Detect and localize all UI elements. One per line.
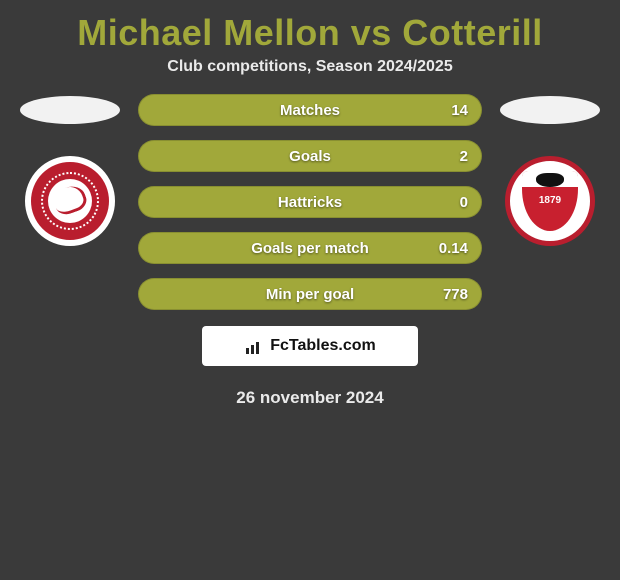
stat-value-right: 2 xyxy=(460,148,468,165)
stat-label: Hattricks xyxy=(278,194,342,211)
date-text: 26 november 2024 xyxy=(0,388,620,408)
stat-label: Goals xyxy=(289,148,331,165)
left-avatar-placeholder xyxy=(20,96,120,124)
stat-value-right: 0.14 xyxy=(439,240,468,257)
stat-label: Matches xyxy=(280,102,340,119)
stat-value-right: 14 xyxy=(451,102,468,119)
shrimp-icon xyxy=(51,182,90,217)
left-player-column xyxy=(10,94,130,246)
brand-text: FcTables.com xyxy=(270,337,376,355)
shield-icon: 1879 xyxy=(522,171,578,231)
brand-card[interactable]: FcTables.com xyxy=(202,326,418,366)
stat-value-right: 0 xyxy=(460,194,468,211)
stat-label: Min per goal xyxy=(266,286,354,303)
stat-row-goals: Goals 2 xyxy=(138,140,482,172)
stat-row-hattricks: Hattricks 0 xyxy=(138,186,482,218)
bar-chart-icon xyxy=(244,338,264,354)
crest-inner-circle xyxy=(48,179,92,223)
bird-icon xyxy=(536,173,564,187)
stat-row-goals-per-match: Goals per match 0.14 xyxy=(138,232,482,264)
page-title: Michael Mellon vs Cotterill xyxy=(0,0,620,58)
left-club-crest xyxy=(25,156,115,246)
subtitle: Club competitions, Season 2024/2025 xyxy=(0,58,620,94)
stat-value-right: 778 xyxy=(443,286,468,303)
right-club-crest: 1879 xyxy=(505,156,595,246)
stat-row-min-per-goal: Min per goal 778 xyxy=(138,278,482,310)
comparison-layout: Matches 14 Goals 2 Hattricks 0 Goals per… xyxy=(0,94,620,310)
right-avatar-placeholder xyxy=(500,96,600,124)
stat-row-matches: Matches 14 xyxy=(138,94,482,126)
right-player-column: 1879 xyxy=(490,94,610,246)
stat-label: Goals per match xyxy=(251,240,369,257)
crest-year: 1879 xyxy=(539,195,561,206)
stats-list: Matches 14 Goals 2 Hattricks 0 Goals per… xyxy=(130,94,490,310)
